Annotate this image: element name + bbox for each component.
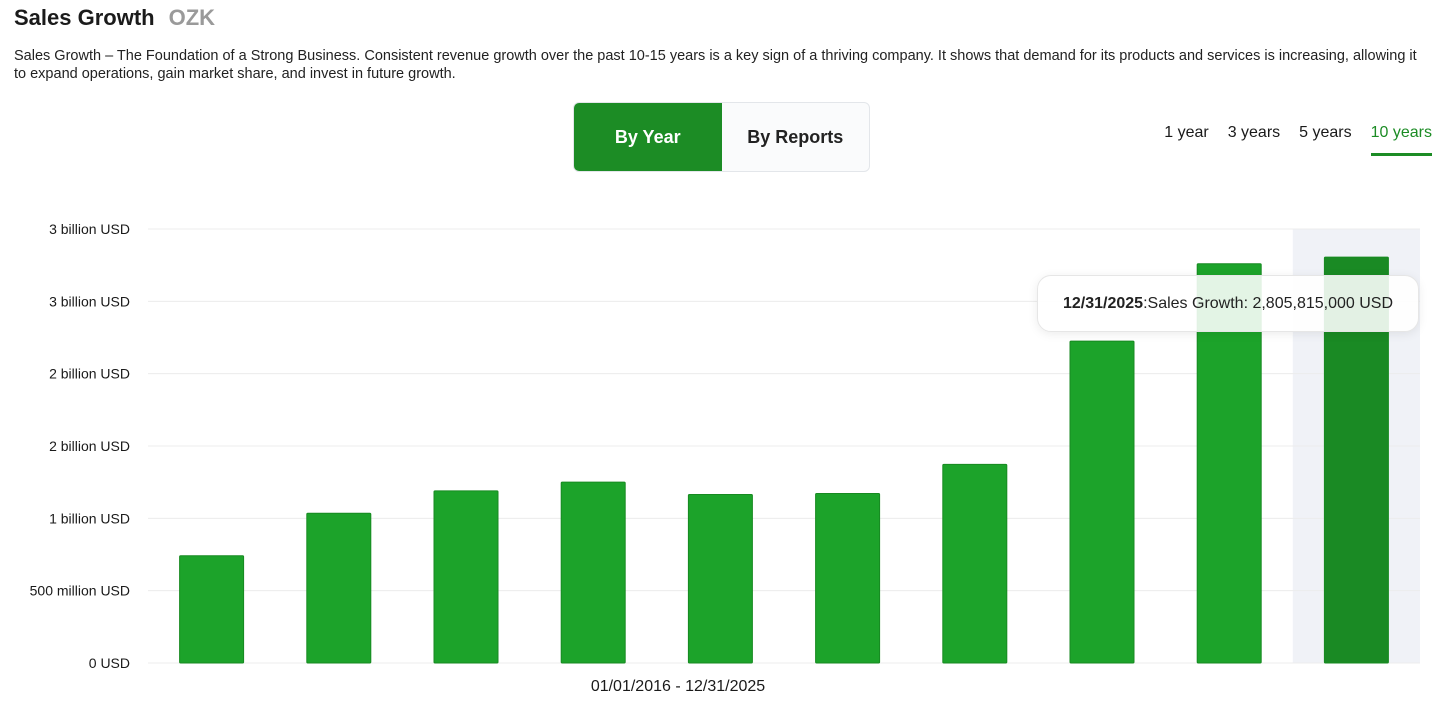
ticker-symbol: OZK [168, 5, 216, 30]
period-tab-1-year[interactable]: 1 year [1164, 124, 1209, 141]
header: Sales Growth OZK [14, 5, 215, 31]
by-year-button[interactable]: By Year [574, 103, 722, 171]
by-reports-button[interactable]: By Reports [747, 126, 844, 147]
period-tab-3-years[interactable]: 3 years [1227, 124, 1281, 141]
bar-2019[interactable] [560, 481, 626, 664]
page-title: Sales Growth [14, 5, 155, 30]
bar-2025[interactable] [1323, 256, 1389, 664]
tooltip-date: 12/31/2025 [1063, 294, 1144, 312]
bar-2016[interactable] [179, 555, 245, 664]
y-tick-label: 500 million USD [30, 583, 130, 599]
period-tab-10-years[interactable]: 10 years [1370, 124, 1433, 156]
description: Sales Growth – The Foundation of a Stron… [14, 48, 1417, 82]
chart-tooltip: 12/31/2025:Sales Growth: 2,805,815,000 U… [1037, 275, 1419, 332]
bar-2024[interactable] [1196, 263, 1262, 664]
period-tabs: 1 year 3 years 5 years 10 years [1145, 124, 1433, 156]
view-toggle: By Year By Reports [573, 102, 870, 172]
date-range-label: 01/01/2016 - 12/31/2025 [590, 678, 766, 695]
bar-2020[interactable] [687, 493, 753, 664]
y-tick-label: 2 billion USD [49, 366, 130, 382]
bar-2018[interactable] [433, 490, 499, 664]
tooltip-text: :Sales Growth: 2,805,815,000 USD [1143, 294, 1393, 312]
y-tick-label: 1 billion USD [49, 510, 130, 526]
bar-2021[interactable] [815, 492, 881, 664]
y-tick-label: 2 billion USD [49, 438, 130, 454]
y-tick-label: 3 billion USD [49, 293, 130, 309]
bar-2017[interactable] [306, 512, 372, 664]
bar-2023[interactable] [1069, 340, 1135, 664]
y-tick-label: 3 billion USD [49, 221, 130, 237]
bar-2022[interactable] [942, 463, 1008, 664]
period-tab-5-years[interactable]: 5 years [1299, 124, 1352, 141]
y-tick-label: 0 USD [89, 655, 130, 671]
